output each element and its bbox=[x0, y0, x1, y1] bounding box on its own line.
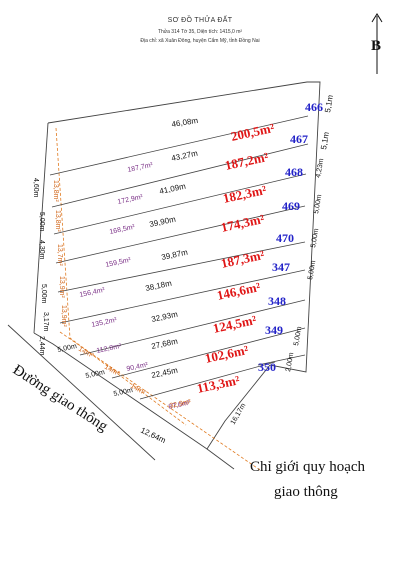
left-boundary-line bbox=[33, 122, 49, 334]
right-width: 5,1m bbox=[323, 94, 335, 113]
lot-area: 102,6m² bbox=[204, 342, 250, 366]
corridor-area: 32,9m² bbox=[169, 398, 192, 410]
corridor-area: 14m² bbox=[103, 364, 121, 378]
corridor-area: 13,9m² bbox=[60, 305, 67, 327]
left-width: 4,30m bbox=[38, 240, 45, 260]
left-width: 2,44m bbox=[38, 336, 45, 356]
left-width: 5,00m bbox=[38, 212, 45, 232]
lot-length: 43,27m bbox=[171, 149, 199, 163]
corridor-area: 13,8m² bbox=[52, 180, 59, 202]
lot-length: 41,09m bbox=[159, 182, 187, 196]
lot-length: 12,64m bbox=[139, 426, 167, 446]
lot-length: 32,93m bbox=[151, 310, 179, 324]
map-title: SƠ ĐỒ THỬA ĐẤT bbox=[167, 17, 233, 24]
left-width: 4,60m bbox=[32, 178, 39, 198]
left-width: 3,17m bbox=[42, 312, 49, 332]
lot-inner-area: 187,7m² bbox=[127, 162, 154, 174]
parcel-boundary bbox=[33, 81, 321, 450]
lot-number: 347 bbox=[272, 260, 290, 274]
lot-number: 469 bbox=[282, 199, 300, 213]
lot-number: 348 bbox=[268, 294, 286, 308]
lot-area: 124,5m² bbox=[212, 312, 258, 336]
right-width: 4,23m bbox=[315, 158, 325, 179]
right-width: 5,00m bbox=[310, 228, 320, 249]
right-width: 5,00m bbox=[307, 260, 317, 281]
right-width: 5,1m bbox=[319, 131, 331, 150]
corridor-area: 13,7m² bbox=[56, 244, 63, 266]
bottom-width: 5,00m bbox=[113, 387, 134, 398]
lot-inner-area: 159,5m² bbox=[105, 257, 132, 269]
bottom-width: 5,00m bbox=[57, 343, 78, 354]
north-label: B bbox=[371, 38, 382, 54]
lot-number: 468 bbox=[285, 165, 303, 179]
lot-area: 187,2m² bbox=[224, 149, 270, 173]
corridor-area: 14m² bbox=[77, 346, 95, 360]
lot-top-length: 46,08m bbox=[171, 116, 199, 129]
lot-dividers bbox=[49, 115, 309, 400]
map-subtitle: Thửa 314 Tờ 35, Diện tích: 1415,0 m² bbox=[157, 29, 243, 35]
lot-length: 22,45m bbox=[151, 366, 179, 380]
north-arrow-icon bbox=[371, 13, 383, 74]
lot-inner-area: 168,5m² bbox=[109, 224, 136, 236]
lot-length: 38,18m bbox=[145, 279, 173, 293]
lot-number: 470 bbox=[276, 231, 294, 245]
lot-number: 466 bbox=[305, 100, 323, 114]
lot-area: 174,3m² bbox=[220, 211, 266, 235]
lot-inner-area: 156,4m² bbox=[79, 287, 106, 299]
planning-boundary-line bbox=[59, 331, 261, 471]
lot-area: 113,3m² bbox=[196, 372, 242, 396]
lot-area: 200,5m² bbox=[230, 120, 276, 144]
lot-length: 39,90m bbox=[149, 215, 177, 229]
lot-inner-area: 112,8m² bbox=[96, 343, 123, 355]
lot-length: 27,68m bbox=[151, 337, 179, 351]
right-width: 5,00m bbox=[293, 326, 303, 347]
bottom-right-length: 16,17m bbox=[230, 402, 248, 426]
corridor-line bbox=[55, 127, 187, 426]
lot-area: 182,3m² bbox=[222, 182, 268, 206]
lot-number: 467 bbox=[290, 132, 308, 146]
bottom-width: 5,00m bbox=[85, 369, 106, 380]
lot-area: 187,3m² bbox=[220, 247, 266, 271]
lot-area: 146,6m² bbox=[216, 279, 262, 303]
lot-inner-area: 172,9m² bbox=[117, 194, 144, 206]
lot-number: 350 bbox=[258, 360, 276, 374]
corridor-area: 13,9m² bbox=[58, 276, 65, 298]
left-width: 5,00m bbox=[40, 284, 47, 304]
lot-inner-area: 90,4m² bbox=[126, 361, 149, 373]
map-address: Địa chỉ: xã Xuân Đông, huyện Cẩm Mỹ, tỉn… bbox=[140, 38, 260, 44]
right-width: 5,00m bbox=[313, 194, 323, 215]
right-edge-line bbox=[206, 448, 235, 470]
road-edge-line bbox=[7, 324, 156, 461]
lot-inner-area: 87,6m² bbox=[168, 399, 191, 411]
right-width: 2,00m bbox=[285, 352, 295, 373]
lot-inner-area: 135,2m² bbox=[91, 317, 118, 329]
corridor-area: 13,8m² bbox=[54, 210, 61, 232]
lot-length: 39,87m bbox=[161, 248, 189, 262]
planning-label-line1: Chỉ giới quy hoạch bbox=[250, 459, 366, 475]
planning-label-line2: giao thông bbox=[274, 484, 338, 500]
lot-number: 349 bbox=[265, 323, 283, 337]
